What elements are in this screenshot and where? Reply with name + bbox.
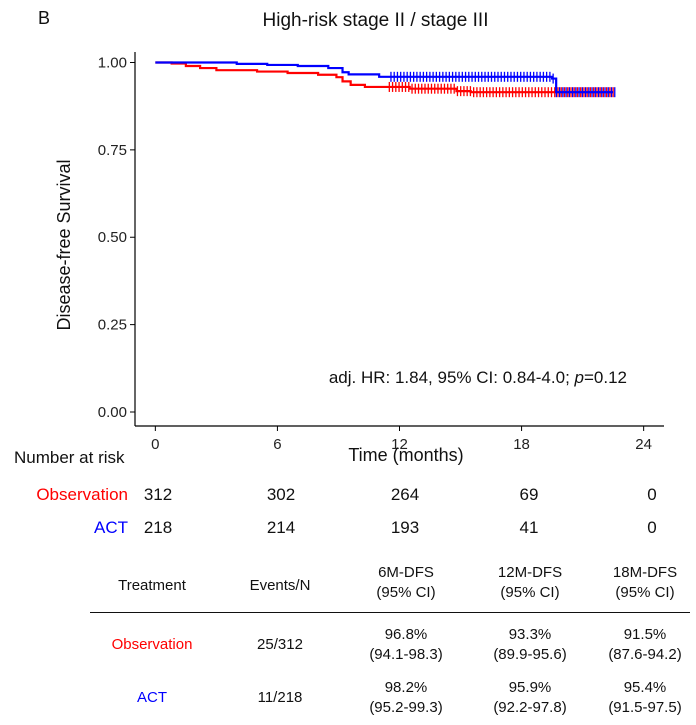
series-line-act bbox=[155, 61, 614, 94]
y-tick-label: 0.50 bbox=[98, 229, 127, 246]
risk-count: 302 bbox=[266, 485, 296, 504]
risk-count: 264 bbox=[390, 485, 420, 504]
risk-count: 0 bbox=[647, 485, 657, 504]
survival-curves bbox=[155, 61, 616, 98]
events-cell: 11/218 bbox=[257, 689, 303, 706]
risk-table-title: Number at risk bbox=[14, 448, 125, 467]
plot-axes: 0.00 0.25 0.50 0.75 1.00 0 6 12 18 24 bbox=[98, 52, 664, 453]
hr-annotation: adj. HR: 1.84, 95% CI: 0.84-4.0; p=0.12 bbox=[329, 368, 627, 387]
x-axis-title: Time (months) bbox=[348, 445, 463, 465]
table-header: 6M-DFS (95% CI) bbox=[376, 564, 436, 601]
chart-title: High-risk stage II / stage III bbox=[262, 10, 489, 31]
risk-row-label: ACT bbox=[94, 518, 128, 537]
x-tick-label: 0 bbox=[151, 436, 159, 453]
table-rule bbox=[90, 612, 690, 613]
events-cell: 25/312 bbox=[257, 636, 303, 653]
table-header: Events/N bbox=[249, 577, 311, 594]
y-tick-label: 1.00 bbox=[98, 54, 127, 71]
y-tick-label: 0.00 bbox=[98, 404, 127, 421]
risk-count: 41 bbox=[519, 518, 539, 537]
treatment-label: ACT bbox=[137, 689, 167, 706]
risk-count: 0 bbox=[647, 518, 657, 537]
km-plot: 0.00 0.25 0.50 0.75 1.00 0 6 12 18 24 Time (month… bbox=[54, 52, 664, 465]
risk-count: 218 bbox=[143, 518, 173, 537]
x-tick-label: 12 bbox=[391, 436, 408, 453]
y-tick-label: 0.75 bbox=[98, 142, 127, 159]
dfs6-cell: 98.2% (95.2-99.3) bbox=[369, 679, 443, 716]
dfs6-cell: 96.8% (94.1-98.3) bbox=[369, 626, 443, 663]
risk-count: 193 bbox=[390, 518, 420, 537]
table-header: 12M-DFS (95% CI) bbox=[497, 564, 563, 601]
risk-count: 214 bbox=[266, 518, 296, 537]
series-line-observation bbox=[155, 61, 614, 94]
dfs12-cell: 95.9% (92.2-97.8) bbox=[493, 679, 567, 716]
table-header: Treatment bbox=[118, 577, 186, 594]
dfs12-cell: 93.3% (89.9-95.6) bbox=[493, 626, 567, 663]
risk-count: 69 bbox=[519, 485, 539, 504]
x-tick-label: 18 bbox=[513, 436, 530, 453]
dfs18-cell: 91.5% (87.6-94.2) bbox=[608, 626, 682, 663]
panel-letter: B bbox=[38, 8, 51, 28]
x-tick-label: 6 bbox=[273, 436, 281, 453]
y-tick-label: 0.25 bbox=[98, 317, 127, 334]
table-header: 18M-DFS (95% CI) bbox=[612, 564, 678, 601]
risk-count: 312 bbox=[143, 485, 173, 504]
x-tick-label: 24 bbox=[635, 436, 652, 453]
y-axis-title: Disease-free Survival bbox=[54, 159, 74, 330]
dfs18-cell: 95.4% (91.5-97.5) bbox=[608, 679, 682, 716]
treatment-label: Observation bbox=[111, 636, 193, 653]
risk-row-label: Observation bbox=[36, 485, 128, 504]
